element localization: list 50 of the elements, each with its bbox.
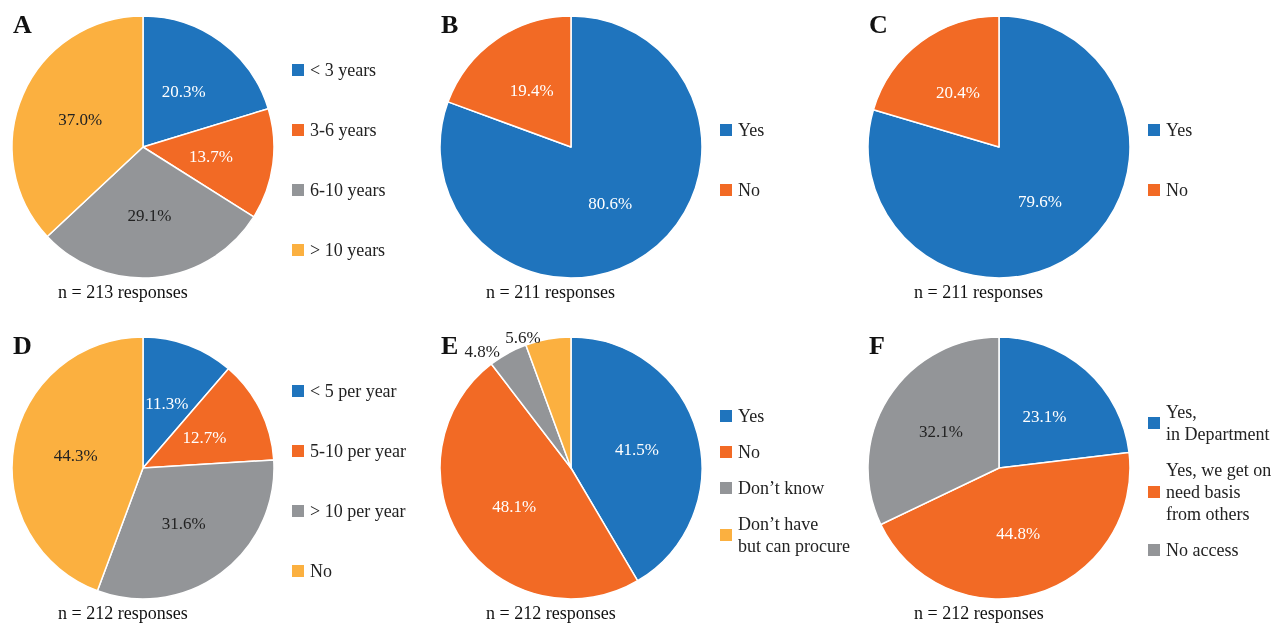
data-label: 20.4% <box>936 82 980 102</box>
chart-title: E <box>441 330 459 360</box>
text: n = 211 responses <box>486 282 615 302</box>
data-label: 13.7% <box>188 146 233 166</box>
chart-title: B <box>441 9 459 39</box>
data-label: 23.1% <box>1022 407 1067 427</box>
data-label: 41.5% <box>615 440 660 460</box>
data-label: 19.4% <box>509 81 554 101</box>
data-label: 37.0% <box>58 110 103 130</box>
data-label: 48.1% <box>492 496 537 516</box>
legend-label: 3-6 years <box>310 120 377 140</box>
text: n = 213 responses <box>58 282 188 302</box>
legend-label: < 3 years <box>310 60 377 80</box>
legend-label: Yes <box>738 406 765 426</box>
legend-label: No <box>1166 180 1188 200</box>
data-label: 44.8% <box>996 524 1041 544</box>
chart-title: D <box>13 330 32 360</box>
data-label: 5.6% <box>505 327 541 347</box>
legend-label: No <box>738 442 760 462</box>
legend-label: Yes <box>738 120 765 140</box>
legend-label: 5-10 per year <box>310 441 406 461</box>
legend-label: Yes, we get on need basis from others <box>1166 460 1272 524</box>
legend-label: > 10 years <box>310 240 386 260</box>
text: n = 211 responses <box>914 282 1043 302</box>
data-label: 11.3% <box>145 394 189 414</box>
text: n = 212 responses <box>914 603 1044 623</box>
data-label: 4.8% <box>464 341 500 361</box>
legend-label: No access <box>1166 540 1239 560</box>
data-label: 44.3% <box>53 446 98 466</box>
legend-label: No <box>738 180 760 200</box>
chart-title: A <box>13 9 32 39</box>
data-label: 29.1% <box>127 205 172 225</box>
legend-label: Yes <box>1166 120 1193 140</box>
data-label: 79.6% <box>1018 192 1062 212</box>
legend-label: < 5 per year <box>310 381 397 401</box>
data-label: 80.6% <box>588 193 633 213</box>
legend-label: 6-10 years <box>310 180 386 200</box>
data-label: 20.3% <box>161 82 206 102</box>
data-label: 32.1% <box>919 421 964 441</box>
legend-label: Yes, in Department <box>1166 402 1270 444</box>
chart-title: C <box>869 9 888 39</box>
data-label: 12.7% <box>182 428 227 448</box>
legend-label: Don’t have but can procure <box>738 514 850 556</box>
chart-title: F <box>869 330 885 360</box>
data-label: 31.6% <box>161 513 206 533</box>
legend-label: > 10 per year <box>310 501 406 521</box>
legend-label: Don’t know <box>738 478 825 498</box>
text: n = 212 responses <box>58 603 188 623</box>
legend-label: No <box>310 561 332 581</box>
text: n = 212 responses <box>486 603 616 623</box>
